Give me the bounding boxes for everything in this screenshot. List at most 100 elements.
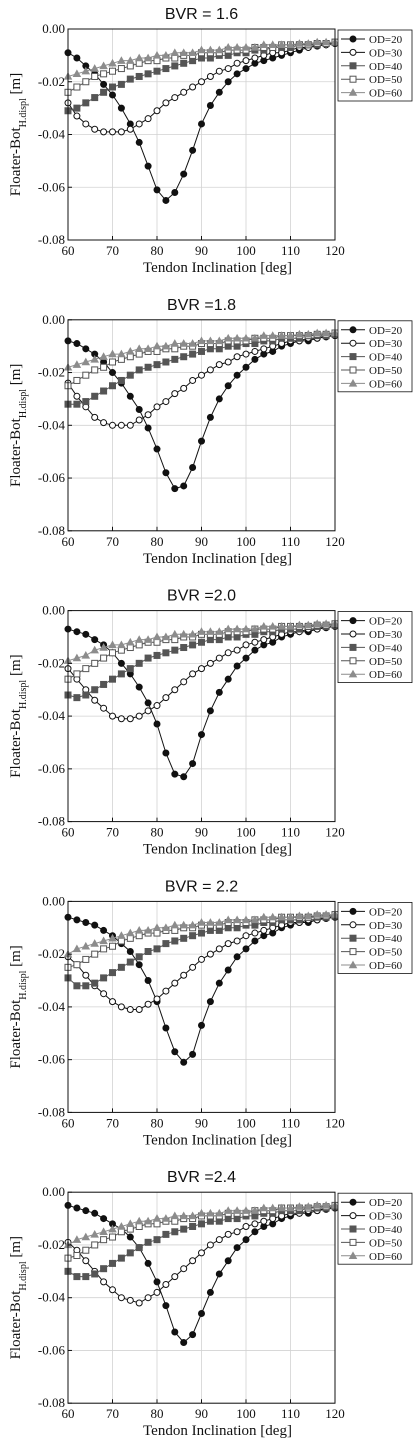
data-point xyxy=(143,1216,153,1225)
x-tick-label: 60 xyxy=(62,243,75,258)
y-axis-label: Floater-BotH.displ [m] xyxy=(8,364,29,487)
x-axis-label: Tendon Inclination [deg] xyxy=(143,1423,292,1439)
data-point xyxy=(197,1208,206,1217)
data-point xyxy=(171,686,179,694)
data-point xyxy=(180,88,188,96)
data-point xyxy=(277,1203,286,1212)
data-point xyxy=(304,620,313,629)
data-point xyxy=(81,941,91,950)
data-point xyxy=(73,340,81,348)
data-point xyxy=(99,352,108,360)
x-tick-label: 120 xyxy=(325,825,345,840)
y-tick-label: -0.08 xyxy=(38,232,65,247)
data-point xyxy=(224,940,232,948)
data-point xyxy=(73,104,81,112)
data-point xyxy=(161,50,171,59)
data-point xyxy=(162,196,170,204)
x-tick-label: 110 xyxy=(281,1115,300,1130)
data-point xyxy=(260,1217,268,1225)
data-point xyxy=(180,482,188,490)
legend-item: OD=40 xyxy=(341,933,403,945)
data-point xyxy=(126,421,134,429)
y-tick-label: -0.08 xyxy=(38,814,65,829)
data-point xyxy=(135,1299,143,1307)
data-point xyxy=(321,1200,331,1209)
data-point xyxy=(171,390,179,398)
data-point xyxy=(153,720,161,728)
data-point xyxy=(233,646,241,654)
y-tick-label: -0.06 xyxy=(38,470,66,485)
data-point xyxy=(171,355,179,363)
data-point xyxy=(82,1207,90,1215)
data-point xyxy=(251,355,259,363)
data-point xyxy=(82,371,90,379)
x-tick-label: 120 xyxy=(325,243,345,258)
data-point xyxy=(144,1259,152,1267)
data-point xyxy=(171,1328,179,1336)
legend-marker xyxy=(349,326,357,334)
data-point xyxy=(126,371,134,379)
data-point xyxy=(135,953,143,961)
data-point xyxy=(82,1246,90,1254)
data-point xyxy=(312,37,322,46)
data-point xyxy=(250,624,260,633)
data-point xyxy=(180,971,188,979)
data-point xyxy=(206,72,214,80)
data-point xyxy=(259,331,269,339)
data-point xyxy=(117,640,126,649)
data-point xyxy=(153,361,161,369)
y-axis-label: Floater-BotH.displ [m] xyxy=(8,654,29,777)
data-point xyxy=(180,1265,188,1273)
legend-item: OD=50 xyxy=(341,1237,403,1249)
data-point xyxy=(286,331,295,339)
legend-marker xyxy=(349,948,357,956)
data-point xyxy=(232,43,242,51)
data-point xyxy=(117,421,125,429)
legend-label: OD=20 xyxy=(369,616,403,628)
data-point xyxy=(153,995,161,1003)
data-point xyxy=(233,662,241,670)
x-axis-label: Tendon Inclination [deg] xyxy=(143,551,292,567)
data-point xyxy=(180,59,188,67)
legend-marker xyxy=(348,88,358,96)
x-tick-label: 70 xyxy=(106,534,119,549)
data-point xyxy=(312,328,322,337)
legend-label: OD=50 xyxy=(369,947,403,959)
data-point xyxy=(108,640,117,649)
data-point xyxy=(100,990,108,998)
data-point xyxy=(162,1302,170,1310)
data-point xyxy=(91,659,99,667)
data-point xyxy=(189,376,197,384)
data-point xyxy=(152,632,162,641)
data-point xyxy=(162,749,170,757)
data-point xyxy=(144,977,152,985)
data-point xyxy=(73,112,81,120)
data-point xyxy=(100,654,108,662)
data-point xyxy=(241,1206,251,1214)
data-point xyxy=(162,398,170,406)
data-point xyxy=(109,421,116,429)
x-tick-label: 80 xyxy=(151,243,164,258)
data-point xyxy=(224,78,232,86)
data-point xyxy=(162,987,170,995)
data-point xyxy=(189,670,197,678)
data-point xyxy=(109,369,116,377)
data-point xyxy=(268,912,277,921)
data-point xyxy=(180,1058,188,1066)
legend-marker xyxy=(349,75,357,83)
legend-label: OD=40 xyxy=(369,642,403,654)
data-point xyxy=(100,680,108,688)
data-point xyxy=(109,1233,116,1241)
data-point xyxy=(198,638,205,646)
data-point xyxy=(91,1241,99,1249)
legend-marker xyxy=(349,366,357,374)
data-point xyxy=(153,1288,161,1296)
data-point xyxy=(251,929,259,937)
chart-title: BVR = 2.2 xyxy=(165,878,238,895)
data-point xyxy=(171,770,179,778)
x-tick-label: 100 xyxy=(236,534,256,549)
data-point xyxy=(171,979,179,987)
data-point xyxy=(242,932,250,940)
data-point xyxy=(304,1202,313,1210)
